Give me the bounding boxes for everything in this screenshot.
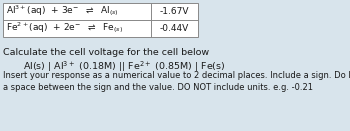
Text: Al$^{3+}$(aq)  + 3e$^{-}$  $\rightleftharpoons$  Al$_{(s)}$: Al$^{3+}$(aq) + 3e$^{-}$ $\rightleftharp… — [6, 4, 119, 19]
Text: Insert your response as a numerical value to 2 decimal places. Include a sign. D: Insert your response as a numerical valu… — [3, 71, 350, 92]
Text: -1.67V: -1.67V — [160, 7, 189, 16]
Text: Fe$^{2+}$(aq)  + 2e$^{-}$  $\rightleftharpoons$  Fe$_{(s)}$: Fe$^{2+}$(aq) + 2e$^{-}$ $\rightleftharp… — [6, 21, 123, 36]
Bar — [3, 3, 198, 37]
Text: -0.44V: -0.44V — [160, 24, 189, 33]
Text: Calculate the cell voltage for the cell below: Calculate the cell voltage for the cell … — [3, 48, 209, 57]
Text: Al(s) | Al$^{3+}$ (0.18M) || Fe$^{2+}$ (0.85M) | Fe(s): Al(s) | Al$^{3+}$ (0.18M) || Fe$^{2+}$ (… — [23, 59, 225, 74]
